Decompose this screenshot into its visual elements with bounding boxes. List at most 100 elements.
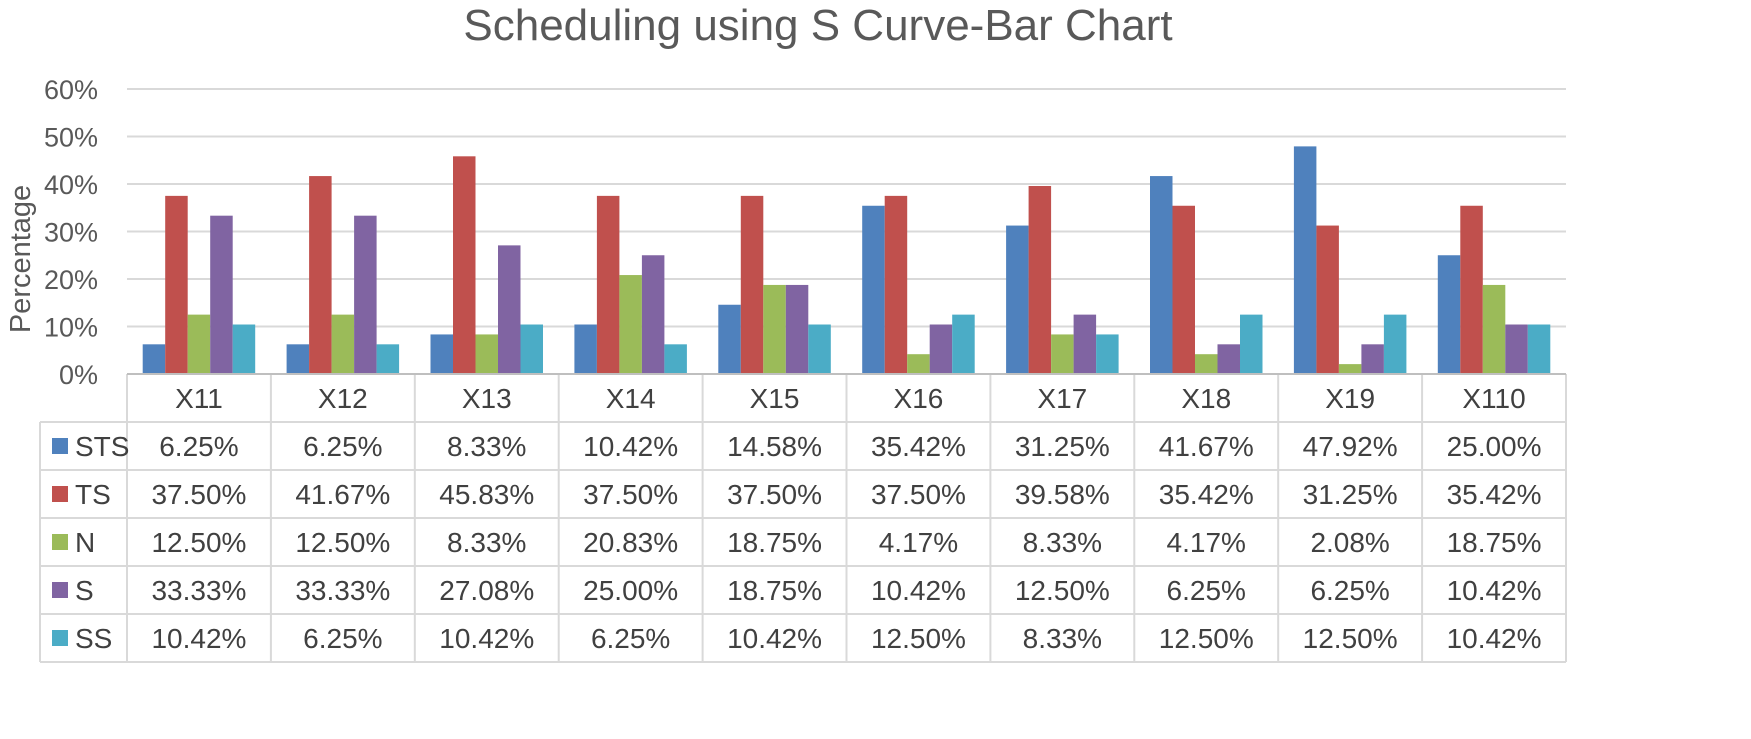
data-label: 6.25% [303,431,382,462]
data-label: 37.50% [727,479,822,510]
bar-n-x13 [475,334,498,374]
data-label: 37.50% [151,479,246,510]
y-tick-label: 40% [44,170,98,200]
data-label: 10.42% [583,431,678,462]
bar-ts-x16 [884,195,908,374]
bar-s-x11 [210,215,233,374]
data-label: 33.33% [295,575,390,606]
data-label: 8.33% [447,431,526,462]
data-label: 6.25% [159,431,238,462]
data-label: 31.25% [1303,479,1398,510]
y-tick-label: 50% [44,123,98,153]
data-label: 39.58% [1015,479,1110,510]
legend-key-n [52,534,68,550]
legend-key-s [52,582,68,598]
bar-ss-x18 [1240,314,1263,374]
legend-key-ss [52,630,68,646]
bar-sts-x19 [1293,146,1317,374]
bar-s-x12 [354,215,377,374]
legend-label: N [75,527,95,558]
bar-ss-x17 [1096,334,1119,374]
bar-sts-x15 [718,304,741,374]
data-label: 4.17% [879,527,958,558]
data-label: 27.08% [439,575,534,606]
data-label: 6.25% [303,623,382,654]
legend-key-sts [52,438,68,454]
data-label: 4.17% [1167,527,1246,558]
bar-s-x18 [1217,344,1240,374]
bar-n-x16 [907,354,930,374]
bar-sts-x16 [862,205,885,374]
bar-n-x14 [619,275,642,374]
data-label: 2.08% [1310,527,1389,558]
bar-n-x12 [331,314,355,374]
category-label: X15 [750,383,800,414]
bar-s-x16 [929,324,953,374]
legend-key-ts [52,486,68,502]
gridlines [127,88,1566,328]
data-label: 18.75% [727,575,822,606]
data-label: 8.33% [447,527,526,558]
data-label: 35.42% [1447,479,1542,510]
bar-ss-x19 [1383,314,1407,374]
data-label: 35.42% [1159,479,1254,510]
bar-s-x14 [641,255,665,374]
data-label: 10.42% [727,623,822,654]
bar-n-x17 [1051,334,1074,374]
data-label: 37.50% [871,479,966,510]
data-label: 14.58% [727,431,822,462]
data-label: 12.50% [1015,575,1110,606]
data-label: 25.00% [583,575,678,606]
data-label: 25.00% [1447,431,1542,462]
bar-ss-x14 [664,344,687,374]
bar-ts-x12 [309,176,332,374]
legend-label: TS [75,479,111,510]
legend-label: S [75,575,94,606]
category-label: X18 [1181,383,1231,414]
y-tick-label: 0% [59,360,98,390]
bar-ts-x14 [596,195,620,374]
data-label: 12.50% [1159,623,1254,654]
data-label: 12.50% [295,527,390,558]
category-label: X110 [1462,383,1525,414]
bar-sts-x14 [574,324,597,374]
bar-ss-x12 [376,344,400,374]
data-label: 37.50% [583,479,678,510]
bar-ss-x15 [808,324,831,374]
data-label: 20.83% [583,527,678,558]
bar-ts-x110 [1460,205,1483,374]
data-label: 8.33% [1023,527,1102,558]
bar-s-x17 [1073,314,1097,374]
data-label: 41.67% [1159,431,1254,462]
category-label: X16 [894,383,944,414]
bar-s-x13 [498,245,521,374]
data-label: 10.42% [871,575,966,606]
data-label: 10.42% [439,623,534,654]
data-label: 18.75% [727,527,822,558]
bar-sts-x18 [1150,176,1173,374]
category-label: X11 [175,383,223,414]
category-label: X13 [462,383,512,414]
bar-ts-x15 [740,195,764,374]
data-label: 10.42% [151,623,246,654]
data-label: 18.75% [1447,527,1542,558]
category-label: X12 [318,383,368,414]
y-tick-label: 60% [44,75,98,105]
bar-ss-x11 [232,324,256,374]
bar-n-x18 [1195,354,1218,374]
data-label: 35.42% [871,431,966,462]
data-label: 12.50% [871,623,966,654]
bar-s-x19 [1361,344,1384,374]
data-label: 10.42% [1447,575,1542,606]
bar-n-x19 [1338,364,1362,374]
bar-n-x11 [187,314,211,374]
bars [142,146,1551,374]
data-label: 12.50% [1303,623,1398,654]
data-label: 6.25% [1167,575,1246,606]
bar-ss-x110 [1527,324,1551,374]
bar-n-x110 [1482,284,1506,374]
legend-label: STS [75,431,129,462]
data-label: 33.33% [151,575,246,606]
data-label: 6.25% [591,623,670,654]
